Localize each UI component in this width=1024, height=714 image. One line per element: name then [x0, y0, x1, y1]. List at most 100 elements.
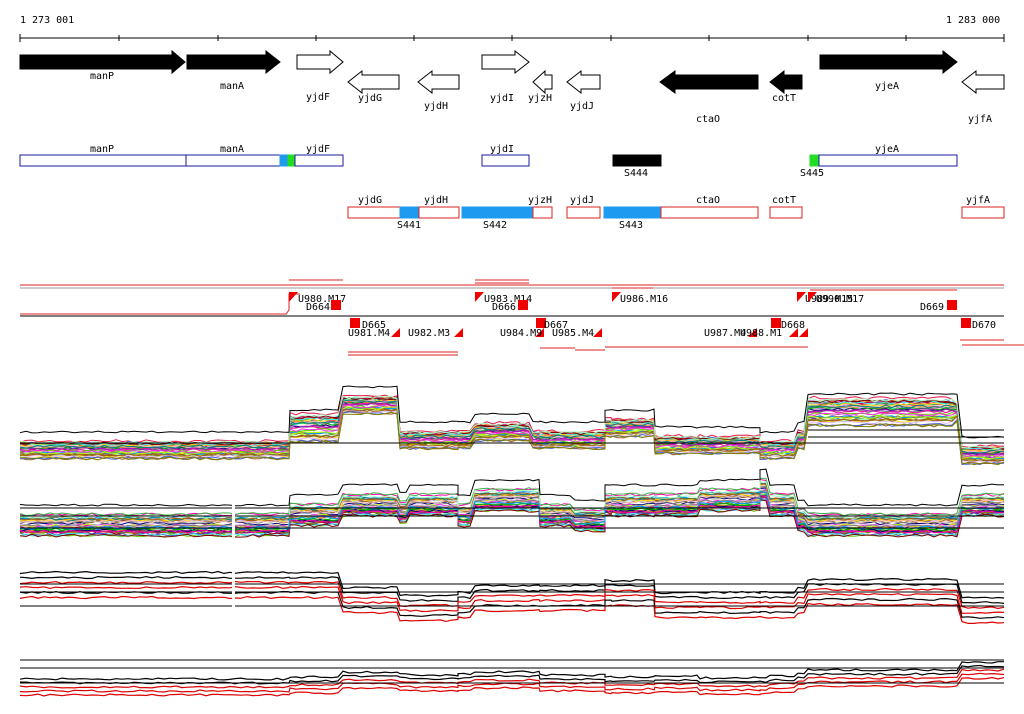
expression-panel-1	[19, 385, 1005, 466]
expression-profile-line	[19, 498, 1005, 537]
gene-label-yjfA: yjfA	[968, 114, 992, 125]
segment-S445[interactable]	[809, 154, 820, 167]
expression-profile-line	[19, 404, 1005, 459]
marker-D669[interactable]	[947, 300, 957, 310]
gene-label-yjdJ: yjdJ	[570, 101, 594, 112]
gene-label-yjdF: yjdF	[306, 92, 330, 103]
expression-profile-line	[19, 483, 1005, 521]
expression-profile-line	[19, 399, 1005, 453]
red-box-label-ctaO: ctaO	[696, 195, 720, 206]
marker-label-U985.M4: U985.M4	[552, 328, 594, 339]
expression-profile-line	[19, 570, 1005, 599]
gene-label-yjdG: yjdG	[358, 93, 382, 104]
marker-D668[interactable]	[771, 318, 781, 328]
expression-profile-line	[19, 668, 1005, 689]
marker-D665[interactable]	[350, 318, 360, 328]
expression-profile-line	[19, 401, 1005, 455]
ruler-end-label: 1 283 000	[946, 15, 1000, 26]
blue-box-label-yjdI: yjdI	[490, 144, 514, 155]
marker-track: U980.M17 D664 D665 U981.M4 U982.M3 U983.…	[20, 279, 1024, 356]
marker-D664[interactable]	[331, 300, 341, 310]
gene-label-manA: manA	[220, 81, 244, 92]
red-box-label-yjdG: yjdG	[358, 195, 382, 206]
marker-label-U983.M14: U983.M14	[484, 294, 532, 305]
expression-profile-line	[19, 580, 1005, 610]
segment-label-S444: S444	[624, 168, 648, 179]
blue-box-label-manP: manP	[90, 144, 114, 155]
reverse-transcript-track: yjdG S441 yjdH S442 yjzH yjdJ S443 ctaO …	[347, 195, 1005, 231]
expression-profile-line	[19, 498, 1005, 538]
gene-label-yjdH: yjdH	[424, 101, 448, 112]
marker-D666[interactable]	[518, 300, 528, 310]
data-gap	[232, 500, 235, 610]
gene-label-yjdI: yjdI	[490, 93, 514, 104]
red-box-yjfA[interactable]	[961, 206, 1005, 219]
gene-label-cotT: cotT	[772, 93, 796, 104]
blue-box-yjdF[interactable]	[294, 154, 344, 167]
segment-label-S445: S445	[800, 168, 824, 179]
blue-box-label-yjeA: yjeA	[875, 144, 899, 155]
blue-box-yjdI[interactable]	[481, 154, 530, 167]
gene-arrow-manP[interactable]	[19, 49, 186, 75]
gene-arrow-yjdH[interactable]	[417, 69, 460, 95]
blue-box-yjeA[interactable]	[818, 154, 958, 167]
segment-S442[interactable]	[461, 206, 534, 219]
ruler-start-label: 1 273 001	[20, 15, 74, 26]
red-box-label-yjzH: yjzH	[528, 195, 552, 206]
red-box-ctaO[interactable]	[660, 206, 759, 219]
marker-label-U980.M17: U980.M17	[298, 294, 346, 305]
marker-label-U987.M4: U987.M4	[704, 328, 746, 339]
blue-box-label-manA: manA	[220, 144, 244, 155]
segment-S441[interactable]	[399, 206, 420, 219]
expression-profile-line	[19, 672, 1005, 693]
gene-arrow-yjdJ[interactable]	[566, 69, 601, 95]
gene-arrow-yjeA[interactable]	[819, 49, 958, 75]
marker-label-D666: D666	[492, 302, 516, 313]
red-box-label-yjfA: yjfA	[966, 195, 990, 206]
marker-label-U981.M4: U981.M4	[348, 328, 390, 339]
blue-box-label-yjdF: yjdF	[306, 144, 330, 155]
expression-profile-line	[19, 385, 1005, 439]
gene-label-yjeA: yjeA	[875, 81, 899, 92]
segment-label-S442: S442	[483, 220, 507, 231]
blue-box-manP[interactable]	[19, 154, 187, 167]
red-box-yjdH[interactable]	[418, 206, 460, 219]
segment-label-S441: S441	[397, 220, 421, 231]
marker-label-U986.M16: U986.M16	[620, 294, 668, 305]
gene-arrow-yjzH[interactable]	[532, 69, 553, 95]
segment-block	[279, 154, 289, 167]
expression-profile-line	[19, 499, 1005, 538]
expression-profile-line	[19, 661, 1004, 681]
marker-D667[interactable]	[536, 318, 546, 328]
gene-label-ctaO: ctaO	[696, 114, 720, 125]
red-box-yjzH[interactable]	[532, 206, 553, 219]
expression-profile-line	[19, 484, 1005, 524]
marker-D670[interactable]	[961, 318, 971, 328]
segment-S443[interactable]	[603, 206, 662, 219]
red-box-cotT[interactable]	[769, 206, 803, 219]
gene-arrow-track: manP manA yjdF yjdG yjdH yjdI yjzH yjdJ …	[19, 49, 1005, 125]
gene-arrow-yjdG[interactable]	[347, 69, 400, 95]
segment-label-S443: S443	[619, 220, 643, 231]
marker-label-U988.M1: U988.M1	[740, 328, 782, 339]
gene-arrow-ctaO[interactable]	[659, 70, 759, 94]
gene-arrow-manA[interactable]	[186, 49, 281, 75]
marker-label-U990.M17: U990.M17	[816, 294, 864, 305]
gene-arrow-yjfA[interactable]	[961, 69, 1005, 95]
marker-label-D667: D667	[544, 320, 568, 331]
segment-S444[interactable]	[612, 154, 662, 167]
expression-profile-line	[19, 495, 1005, 534]
forward-transcript-track: manP manA yjdF yjdI S444 S445 yjeA	[19, 144, 958, 179]
marker-label-U989.M15: U989.M15	[805, 294, 853, 305]
red-box-yjdG[interactable]	[347, 206, 401, 219]
marker-label-D669: D669	[920, 302, 944, 313]
expression-profile-line	[19, 399, 1005, 454]
expression-profile-line	[19, 595, 1005, 625]
red-box-label-yjdH: yjdH	[424, 195, 448, 206]
gene-arrow-yjdF[interactable]	[296, 49, 344, 75]
gene-arrow-cotT[interactable]	[769, 69, 803, 95]
gene-arrow-yjdI[interactable]	[481, 49, 530, 75]
blue-box-manA[interactable]	[185, 154, 281, 167]
red-box-yjdJ[interactable]	[566, 206, 601, 219]
